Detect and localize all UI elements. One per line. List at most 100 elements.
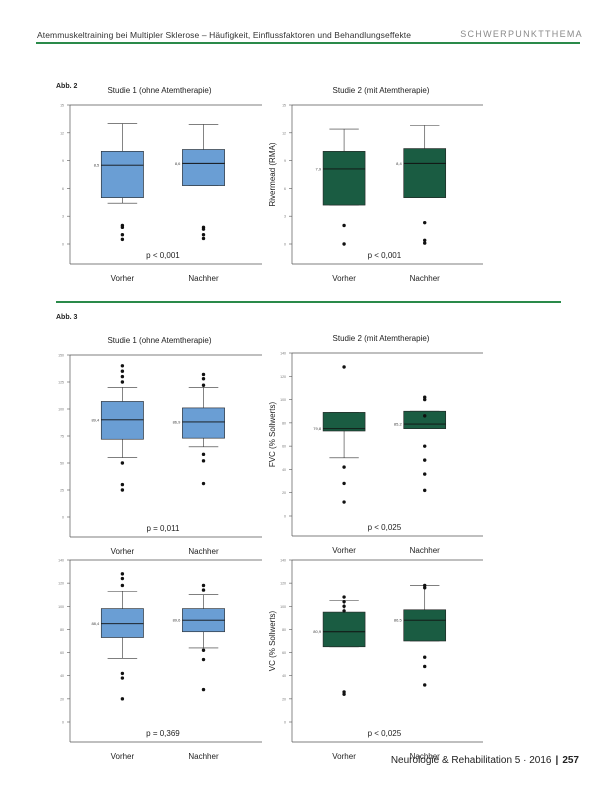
outlier-point	[342, 604, 346, 608]
chart-title: Studie 2 (mit Atemtherapie)	[333, 334, 430, 343]
y-axis-label: VC (% Sollwerts)	[268, 610, 277, 671]
y-tick-label: 50	[60, 462, 64, 466]
outlier-point	[120, 364, 125, 368]
y-tick-label: 0	[62, 721, 64, 725]
outlier-point	[201, 583, 206, 588]
outlier-point	[423, 458, 427, 462]
outlier-point	[342, 692, 346, 696]
x-category-label: Nachher	[410, 274, 441, 283]
y-tick-label: 60	[282, 651, 286, 655]
y-tick-label: 0	[62, 516, 64, 520]
box	[100, 401, 144, 440]
outlier-point	[423, 241, 427, 245]
section-label: SCHWERPUNKTTHEMA	[460, 29, 583, 39]
outlier-point	[201, 588, 206, 592]
outlier-point	[423, 220, 427, 225]
box	[403, 410, 447, 429]
y-tick-label: 100	[58, 605, 64, 609]
y-tick-label: 40	[60, 674, 64, 678]
outlier-point	[120, 461, 125, 465]
y-tick-label: 12	[60, 131, 64, 135]
chart-title: Studie 1 (ohne Atemtherapie)	[107, 86, 211, 95]
box	[322, 611, 366, 648]
y-tick-label: 20	[60, 697, 64, 701]
y-tick-label: 120	[58, 582, 64, 586]
mean-label: 89,6	[173, 618, 182, 623]
y-tick-label: 15	[60, 104, 64, 108]
y-tick-label: 20	[282, 697, 286, 701]
y-tick-label: 40	[282, 468, 286, 472]
outlier-point	[423, 586, 427, 590]
figure-label-abb3: Abb. 3	[56, 314, 78, 321]
x-category-label: Vorher	[111, 274, 135, 283]
outlier-point	[423, 655, 427, 659]
figure-label-abb2: Abb. 2	[56, 83, 78, 90]
outlier-point	[120, 225, 125, 230]
outlier-point	[201, 227, 206, 231]
outlier-point	[201, 648, 206, 652]
p-value-label: p < 0,001	[368, 251, 402, 260]
outlier-point	[201, 657, 206, 662]
y-axis-label: Rivermead (RMA)	[268, 142, 277, 206]
box	[100, 608, 144, 638]
y-tick-label: 100	[280, 398, 286, 402]
mean-label: 86,5	[394, 618, 403, 623]
outlier-point	[120, 488, 125, 492]
outlier-point	[423, 444, 427, 448]
mean-label: 79,8	[313, 426, 322, 431]
outlier-point	[201, 481, 206, 486]
outlier-point	[120, 380, 125, 384]
y-tick-label: 120	[280, 582, 286, 586]
mean-label: 8,6	[175, 161, 181, 166]
outlier-point	[342, 242, 346, 246]
outlier-point	[120, 676, 125, 680]
p-value-label: p < 0,025	[368, 729, 402, 738]
p-value-label: p = 0,011	[146, 524, 180, 533]
y-tick-label: 3	[284, 215, 286, 219]
y-tick-label: 3	[62, 215, 64, 219]
mean-label: 88,4	[91, 621, 100, 626]
outlier-point	[342, 595, 346, 599]
page-number: 257	[562, 755, 579, 766]
outlier-point	[120, 572, 125, 576]
box	[322, 151, 366, 206]
outlier-point	[423, 397, 427, 402]
y-axis-label: FVC (% Sollwerts)	[268, 401, 277, 467]
outlier-point	[342, 609, 346, 613]
outlier-point	[120, 374, 125, 379]
outlier-point	[120, 237, 125, 242]
outlier-point	[423, 414, 427, 418]
mean-label: 8,4	[396, 161, 402, 166]
y-tick-label: 0	[284, 721, 286, 725]
y-tick-label: 6	[284, 187, 286, 191]
x-category-label: Nachher	[188, 274, 219, 283]
x-category-label: Vorher	[111, 752, 135, 761]
y-tick-label: 20	[282, 491, 286, 495]
box	[100, 151, 144, 198]
mean-label: 8,5	[94, 163, 100, 168]
outlier-point	[201, 687, 206, 692]
y-tick-label: 80	[282, 628, 286, 632]
outlier-point	[423, 472, 427, 476]
y-tick-label: 75	[60, 435, 64, 439]
box	[403, 148, 447, 198]
x-category-label: Vorher	[332, 546, 356, 555]
outlier-point	[342, 465, 346, 469]
p-value-label: p < 0,025	[368, 523, 402, 532]
p-value-label: p < 0,001	[146, 251, 180, 260]
outlier-point	[342, 599, 346, 604]
outlier-point	[342, 500, 346, 504]
x-category-label: Nachher	[188, 752, 219, 761]
p-value-label: p = 0,369	[146, 729, 180, 738]
header-rule	[36, 42, 580, 44]
mean-label: 80,9	[313, 629, 322, 634]
y-tick-label: 9	[284, 159, 286, 163]
outlier-point	[201, 372, 206, 377]
y-tick-label: 80	[282, 421, 286, 425]
box	[182, 149, 225, 186]
figure-divider	[56, 301, 561, 303]
y-tick-label: 25	[60, 489, 64, 493]
journal-citation: Neurologie & Rehabilitation 5 · 2016	[390, 755, 552, 766]
y-tick-label: 80	[60, 628, 64, 632]
y-tick-label: 140	[58, 559, 64, 563]
